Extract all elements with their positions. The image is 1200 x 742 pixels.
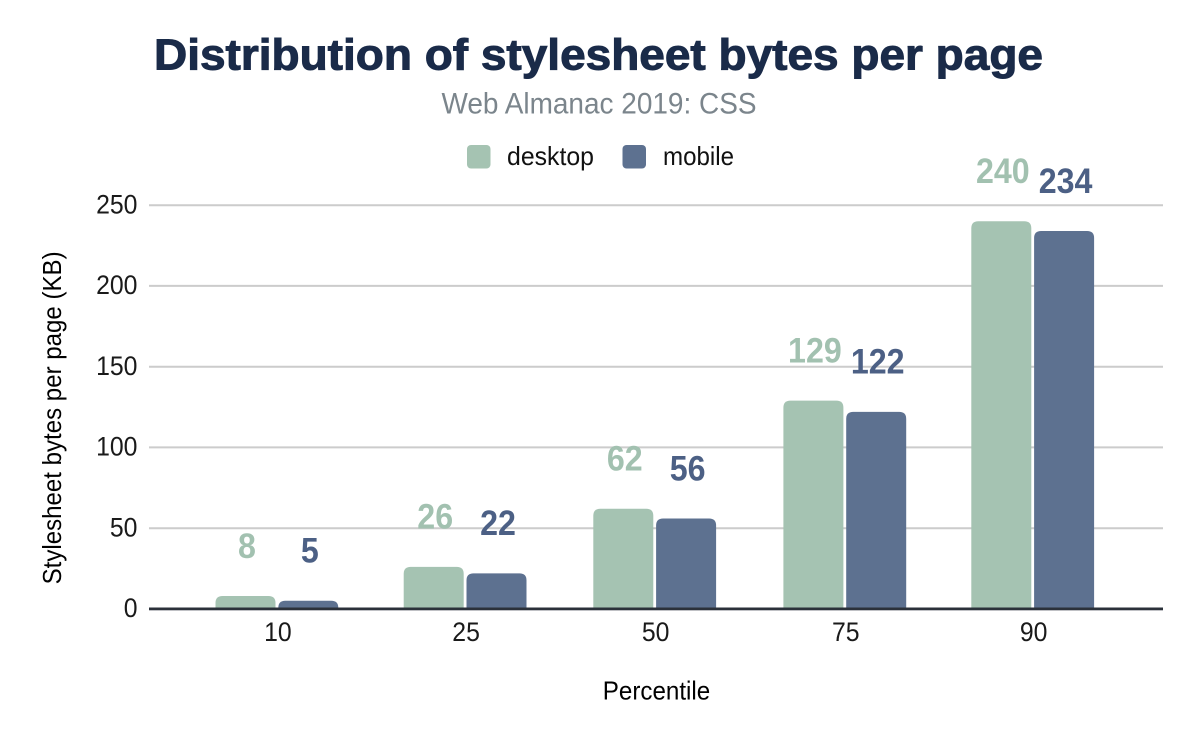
svg-text:8: 8 <box>238 527 256 566</box>
svg-text:100: 100 <box>96 432 137 462</box>
svg-text:62: 62 <box>607 440 643 479</box>
svg-text:240: 240 <box>976 152 1030 191</box>
svg-text:90: 90 <box>1020 617 1048 647</box>
svg-text:Distribution of stylesheet byt: Distribution of stylesheet bytes per pag… <box>154 30 1043 79</box>
svg-text:26: 26 <box>417 498 453 537</box>
svg-text:Percentile: Percentile <box>603 676 711 706</box>
svg-text:150: 150 <box>96 351 137 381</box>
svg-text:desktop: desktop <box>507 141 594 171</box>
svg-text:Stylesheet bytes per page (KB): Stylesheet bytes per page (KB) <box>37 251 67 584</box>
svg-text:0: 0 <box>124 593 138 623</box>
svg-text:250: 250 <box>96 189 137 219</box>
svg-text:200: 200 <box>96 270 137 300</box>
svg-text:10: 10 <box>264 617 292 647</box>
svg-text:25: 25 <box>452 617 480 647</box>
svg-text:50: 50 <box>110 512 138 542</box>
svg-text:129: 129 <box>788 331 842 370</box>
svg-text:Web Almanac 2019: CSS: Web Almanac 2019: CSS <box>442 88 757 121</box>
svg-text:50: 50 <box>642 617 670 647</box>
svg-text:75: 75 <box>832 617 860 647</box>
svg-text:56: 56 <box>670 449 706 488</box>
svg-text:mobile: mobile <box>663 141 734 171</box>
svg-text:5: 5 <box>301 532 319 571</box>
svg-text:22: 22 <box>480 504 516 543</box>
svg-text:122: 122 <box>851 343 905 382</box>
svg-text:234: 234 <box>1039 162 1093 201</box>
